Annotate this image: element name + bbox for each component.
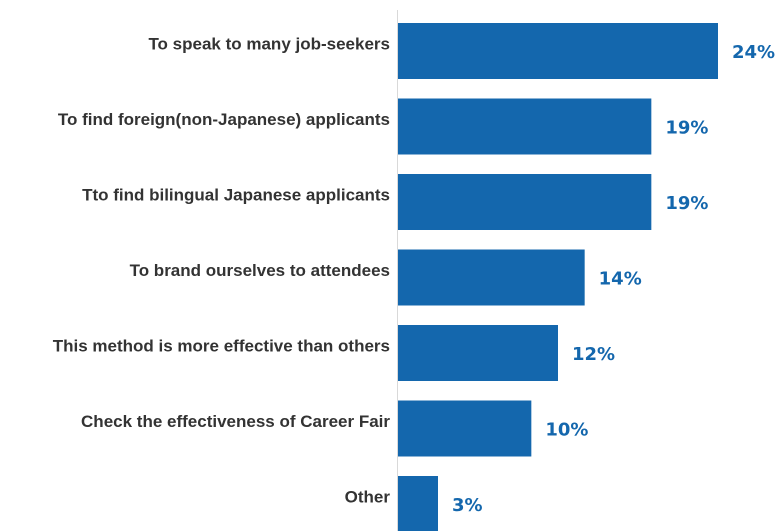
- category-label: This method is more effective than other…: [53, 336, 390, 355]
- bar: [398, 325, 558, 381]
- value-labels-group: 24% 19% 19% 14% 12% 10% 3%: [452, 42, 775, 516]
- category-label: To find foreign(non-Japanese) applicants: [58, 110, 390, 129]
- value-label: 19%: [665, 118, 708, 139]
- category-label: To speak to many job-seekers: [148, 34, 390, 53]
- bar: [398, 23, 718, 79]
- bars-group: [398, 23, 718, 531]
- category-label: Other: [345, 487, 391, 506]
- category-label: Tto find bilingual Japanese applicants: [82, 185, 390, 204]
- category-label: To brand ourselves to attendees: [130, 261, 390, 280]
- bar: [398, 476, 438, 531]
- value-label: 14%: [599, 269, 642, 290]
- category-label: Check the effectiveness of Career Fair: [81, 412, 390, 431]
- value-label: 24%: [732, 42, 775, 63]
- value-label: 3%: [452, 495, 483, 516]
- bar: [398, 249, 585, 306]
- bar: [398, 400, 532, 457]
- bar: [398, 174, 652, 230]
- category-labels-group: To speak to many job-seekers To find fore…: [53, 34, 391, 506]
- value-label: 12%: [572, 344, 615, 365]
- value-label: 10%: [545, 420, 588, 441]
- bar: [398, 98, 652, 155]
- value-label: 19%: [665, 193, 708, 214]
